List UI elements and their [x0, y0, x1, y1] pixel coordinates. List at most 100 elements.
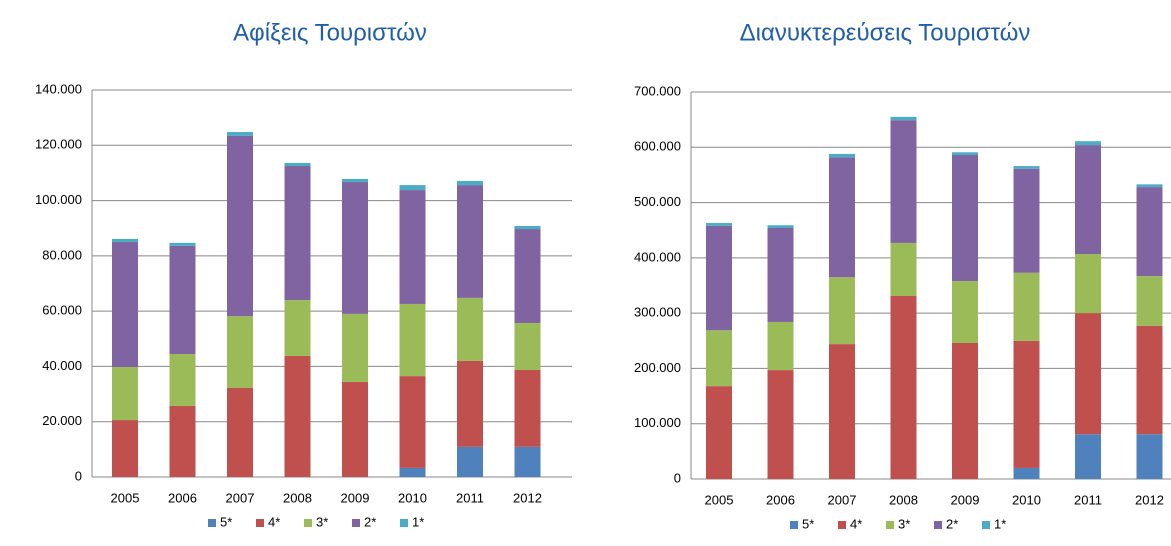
x-tick-label: 2012 — [1135, 492, 1164, 507]
x-tick-label: 2010 — [1012, 492, 1041, 507]
y-tick-label: 300.000 — [634, 305, 681, 320]
bar-segment — [706, 225, 732, 331]
legend-label: 2* — [364, 514, 376, 529]
y-tick-label: 40.000 — [42, 358, 82, 373]
bar-segment — [284, 166, 311, 301]
legend-swatch — [352, 519, 360, 527]
bar-segment — [952, 342, 978, 479]
y-tick-label: 0 — [75, 468, 82, 483]
bar-segment — [169, 242, 196, 246]
bar-segment — [399, 303, 426, 377]
bar-segment — [399, 185, 426, 191]
bar-segment — [1136, 184, 1163, 188]
y-tick-label: 140.000 — [35, 81, 82, 96]
bar-segment — [342, 313, 368, 382]
bar-segment — [284, 300, 311, 356]
bar-segment — [227, 132, 253, 136]
bar-segment — [514, 229, 541, 324]
x-tick-label: 2007 — [226, 490, 255, 505]
bar-segment — [952, 281, 978, 343]
bar-segment — [890, 116, 917, 121]
legend-label: 5* — [802, 516, 814, 531]
chart-title: Αφίξεις Τουριστών — [233, 19, 427, 46]
bar-segment — [514, 370, 541, 447]
bar-segment — [952, 155, 978, 282]
legend-label: 3* — [898, 516, 910, 531]
bar-segment — [1013, 467, 1040, 479]
bar-segment — [457, 360, 483, 447]
x-tick-label: 2009 — [341, 490, 370, 505]
bar-segment — [284, 162, 311, 167]
bar-segment — [706, 223, 732, 226]
legend-swatch — [790, 521, 798, 529]
bar-segment — [1075, 313, 1101, 435]
bar-segment — [1136, 187, 1163, 277]
bar-segment — [399, 376, 426, 468]
legend-label: 1* — [994, 516, 1006, 531]
bar-segment — [399, 190, 426, 304]
bar-segment — [890, 120, 917, 243]
x-tick-label: 2009 — [951, 492, 980, 507]
bar-segment — [457, 180, 483, 186]
x-tick-label: 2008 — [889, 492, 918, 507]
bar-segment — [1136, 276, 1163, 326]
bar-segment — [1013, 340, 1040, 468]
bar-segment — [829, 277, 855, 345]
x-tick-label: 2005 — [705, 492, 734, 507]
bar-segment — [457, 297, 483, 361]
legend-label: 4* — [850, 516, 862, 531]
bar-segment — [829, 157, 855, 278]
bar-segment — [706, 330, 732, 387]
bar-segment — [890, 242, 917, 297]
x-tick-label: 2005 — [111, 490, 140, 505]
legend-label: 5* — [220, 514, 232, 529]
bar-segment — [767, 225, 794, 229]
chart-title: Διανυκτερεύσεις Τουριστών — [740, 19, 1031, 46]
y-tick-label: 60.000 — [42, 303, 82, 318]
x-tick-label: 2006 — [766, 492, 795, 507]
y-tick-label: 0 — [674, 470, 681, 485]
x-tick-label: 2011 — [1074, 492, 1102, 507]
bar-segment — [1075, 145, 1101, 254]
legend-swatch — [838, 521, 846, 529]
x-tick-label: 2011 — [456, 490, 484, 505]
x-tick-label: 2010 — [398, 490, 427, 505]
y-tick-label: 500.000 — [634, 194, 681, 209]
y-tick-label: 700.000 — [634, 83, 681, 98]
bar-segment — [829, 153, 855, 158]
bar-segment — [457, 446, 483, 477]
bar-segment — [952, 152, 978, 156]
x-tick-label: 2008 — [283, 490, 312, 505]
bar-segment — [227, 135, 253, 317]
legend-swatch — [982, 521, 990, 529]
bar-segment — [169, 353, 196, 406]
bar-segment — [227, 316, 253, 388]
bar-segment — [514, 226, 541, 230]
x-tick-label: 2007 — [828, 492, 857, 507]
bar-segment — [169, 405, 196, 477]
bar-segment — [890, 296, 917, 479]
y-tick-label: 80.000 — [42, 247, 82, 262]
bar-segment — [342, 179, 368, 183]
bar-segment — [227, 387, 253, 477]
legend-label: 3* — [316, 514, 328, 529]
bar-segment — [767, 370, 794, 479]
y-tick-label: 100.000 — [35, 192, 82, 207]
bar-segment — [112, 238, 138, 243]
legend-swatch — [208, 519, 216, 527]
bar-segment — [767, 321, 794, 371]
bar-segment — [169, 245, 196, 354]
y-tick-label: 600.000 — [634, 139, 681, 154]
legend-label: 4* — [268, 514, 280, 529]
bar-segment — [1075, 253, 1101, 314]
y-tick-label: 400.000 — [634, 249, 681, 264]
bar-segment — [1013, 166, 1040, 169]
legend-label: 2* — [946, 516, 958, 531]
bar-segment — [112, 366, 138, 421]
legend-swatch — [304, 519, 312, 527]
bar-segment — [342, 182, 368, 314]
legend-swatch — [934, 521, 942, 529]
y-tick-label: 20.000 — [42, 413, 82, 428]
y-tick-label: 120.000 — [35, 137, 82, 152]
x-tick-label: 2012 — [513, 490, 542, 505]
